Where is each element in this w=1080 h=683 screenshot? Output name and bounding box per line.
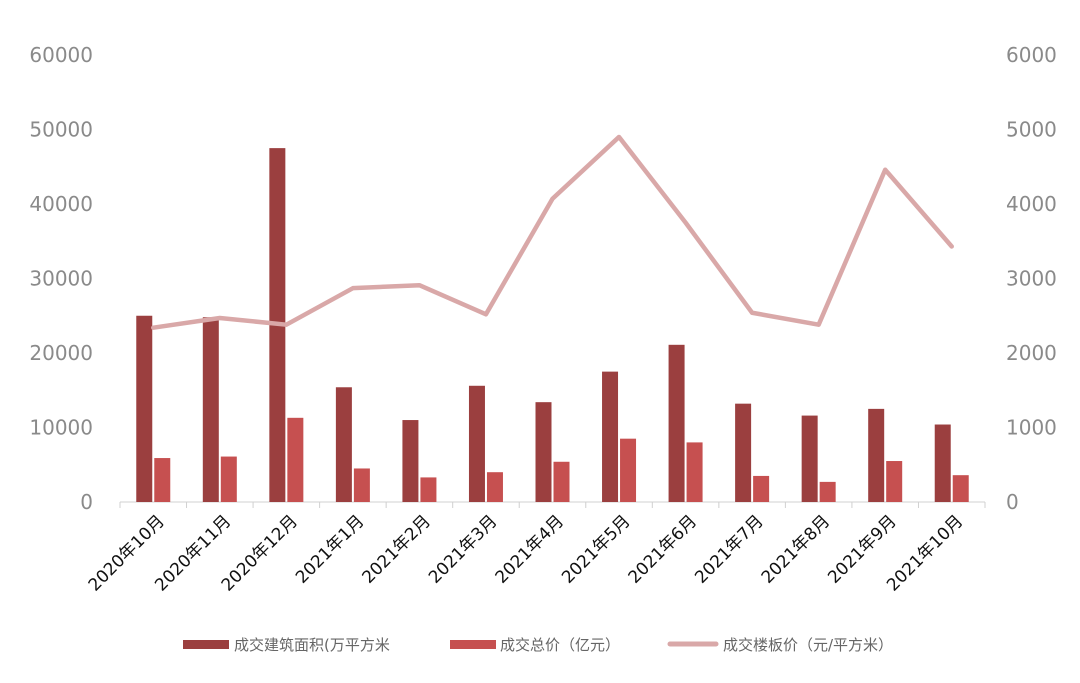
legend-swatch	[450, 640, 496, 649]
bar-total	[154, 458, 171, 502]
line-price	[151, 134, 954, 330]
bar-area	[735, 403, 752, 502]
bar-area	[468, 385, 485, 502]
bar-total	[486, 472, 503, 502]
x-tick-label: 2021年1月	[292, 511, 368, 587]
bar-area	[335, 387, 352, 502]
y-right-tick-label: 3000	[1006, 267, 1057, 291]
bar-area	[934, 424, 951, 502]
x-tick-label: 2021年5月	[558, 511, 634, 587]
bar-total	[952, 475, 969, 502]
y-right-tick-label: 1000	[1006, 416, 1057, 440]
y-right-tick-label: 4000	[1006, 192, 1057, 216]
legend-label: 成交总价（亿元）	[500, 636, 620, 654]
x-tick-label: 2021年4月	[492, 511, 568, 587]
bar-total	[553, 461, 570, 502]
bar-area	[202, 317, 219, 502]
y-left-tick-label: 60000	[29, 43, 93, 67]
y-right-axis: 0 1000 2000 3000 4000 5000 6000	[1006, 43, 1057, 514]
bar-area	[535, 402, 552, 502]
y-left-tick-label: 0	[80, 490, 93, 514]
legend-item: 成交楼板价（元/平方米）	[667, 636, 893, 654]
x-tick-label: 2021年3月	[425, 511, 501, 587]
bar-total	[886, 461, 903, 502]
bar-total	[819, 481, 836, 502]
bar-area	[668, 344, 685, 502]
y-right-tick-label: 6000	[1006, 43, 1057, 67]
y-right-tick-label: 5000	[1006, 118, 1057, 142]
bar-total	[753, 475, 770, 502]
bar-area	[402, 420, 419, 502]
x-tick-label: 2021年2月	[359, 511, 435, 587]
x-tick-label: 2021年8月	[758, 511, 834, 587]
bar-total	[220, 456, 237, 502]
y-left-axis: 0 10000 20000 30000 40000 50000 60000	[29, 43, 93, 514]
legend-item: 成交建筑面积(万平方米	[183, 636, 390, 654]
bar-total	[287, 417, 304, 502]
legend-swatch	[183, 640, 229, 649]
y-right-tick-label: 0	[1006, 490, 1019, 514]
legend-item: 成交总价（亿元）	[450, 636, 620, 654]
bar-area	[136, 315, 153, 502]
legend-label: 成交楼板价（元/平方米）	[723, 636, 893, 654]
bar-total	[353, 468, 370, 502]
x-axis: 2020年10月2020年11月2020年12月2021年1月2021年2月20…	[85, 501, 986, 595]
bar-area	[602, 371, 619, 502]
bar-area	[801, 415, 818, 502]
x-tick-label: 2021年7月	[691, 511, 767, 587]
bar-area	[868, 408, 885, 502]
y-right-tick-label: 2000	[1006, 341, 1057, 365]
bar-total	[620, 438, 637, 502]
bar-total	[686, 442, 703, 502]
y-left-tick-label: 50000	[29, 118, 93, 142]
x-tick-label: 2021年6月	[625, 511, 701, 587]
y-left-tick-label: 10000	[29, 416, 93, 440]
y-left-tick-label: 30000	[29, 267, 93, 291]
y-left-tick-label: 40000	[29, 192, 93, 216]
y-left-tick-label: 20000	[29, 341, 93, 365]
line-series	[151, 134, 954, 330]
legend-label: 成交建筑面积(万平方米	[234, 636, 390, 654]
legend: 成交建筑面积(万平方米 成交总价（亿元） 成交楼板价（元/平方米）	[183, 636, 893, 654]
bar-total	[420, 477, 437, 502]
